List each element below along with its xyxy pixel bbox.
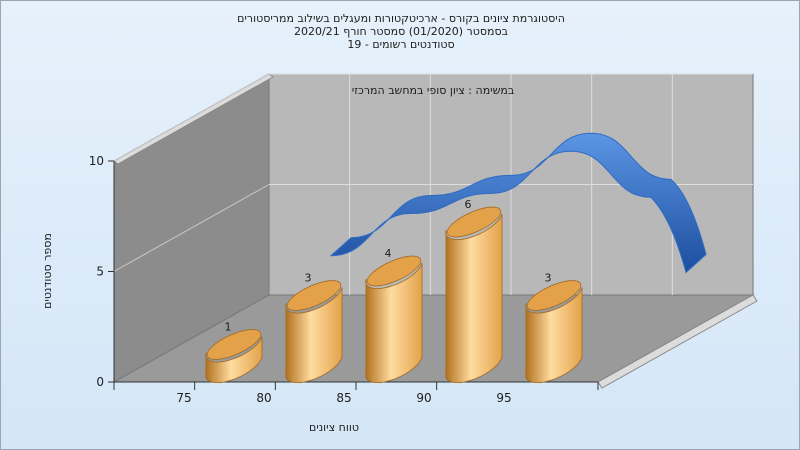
floor-edge: [597, 294, 758, 389]
y-axis-label: מספר סטודנטים: [41, 233, 54, 309]
bar-body: [445, 213, 503, 383]
chart-axes: 0 5 10 75 80 85 90 95: [89, 154, 599, 405]
bar-data-label: 6: [465, 198, 472, 211]
bar-data-label: 3: [545, 272, 552, 285]
bar-85: 4: [365, 247, 423, 383]
bar-90: 6: [445, 198, 503, 383]
chart-series-curve-group: [329, 132, 707, 274]
bar-data-label: 3: [305, 272, 312, 285]
bar-body: [365, 262, 423, 383]
bar-body: [525, 287, 583, 383]
chart-walls: [112, 73, 758, 389]
chart-title-line-2: בסמסטר (01/2020) סמסטר חורף 2020/21: [294, 25, 508, 38]
chart-bars: 1 3 4 6 3: [205, 198, 583, 383]
y-tick-label: 5: [96, 265, 104, 279]
bar-data-label: 4: [385, 247, 392, 260]
x-tick-label: 80: [256, 391, 271, 405]
bar-data-label: 1: [225, 321, 232, 334]
bar-top: [286, 280, 342, 311]
x-tick-label: 95: [496, 391, 511, 405]
y-tick-label: 10: [89, 154, 104, 168]
side-wall-gridline: [113, 73, 270, 162]
x-tick-label: 85: [336, 391, 351, 405]
bar-body: [285, 287, 343, 383]
bar-95: 3: [525, 272, 583, 383]
bar-top: [446, 206, 502, 238]
x-tick-label: 90: [416, 391, 431, 405]
y-tick-label: 0: [96, 375, 104, 389]
chart-subtitle: במשימה : ציון סופי במחשב המרכזי: [352, 84, 515, 97]
chart-title-line-3: סטודנטים רשומים - 19: [347, 38, 455, 51]
bar-top: [526, 280, 582, 311]
x-axis-label: טווח ציונים: [309, 421, 359, 434]
chart-title-line-1: היסטוגרמת ציונים בקורס - ארכיטקטורות ומע…: [237, 12, 565, 25]
bar-75: 1: [205, 321, 263, 383]
bar-body: [205, 336, 263, 383]
bar-top: [206, 329, 262, 360]
bar-top: [366, 255, 422, 287]
distribution-curve: [329, 132, 707, 274]
side-wall-gridline: [113, 184, 270, 272]
x-tick-label: 75: [176, 391, 191, 405]
bar-80: 3: [285, 272, 343, 383]
